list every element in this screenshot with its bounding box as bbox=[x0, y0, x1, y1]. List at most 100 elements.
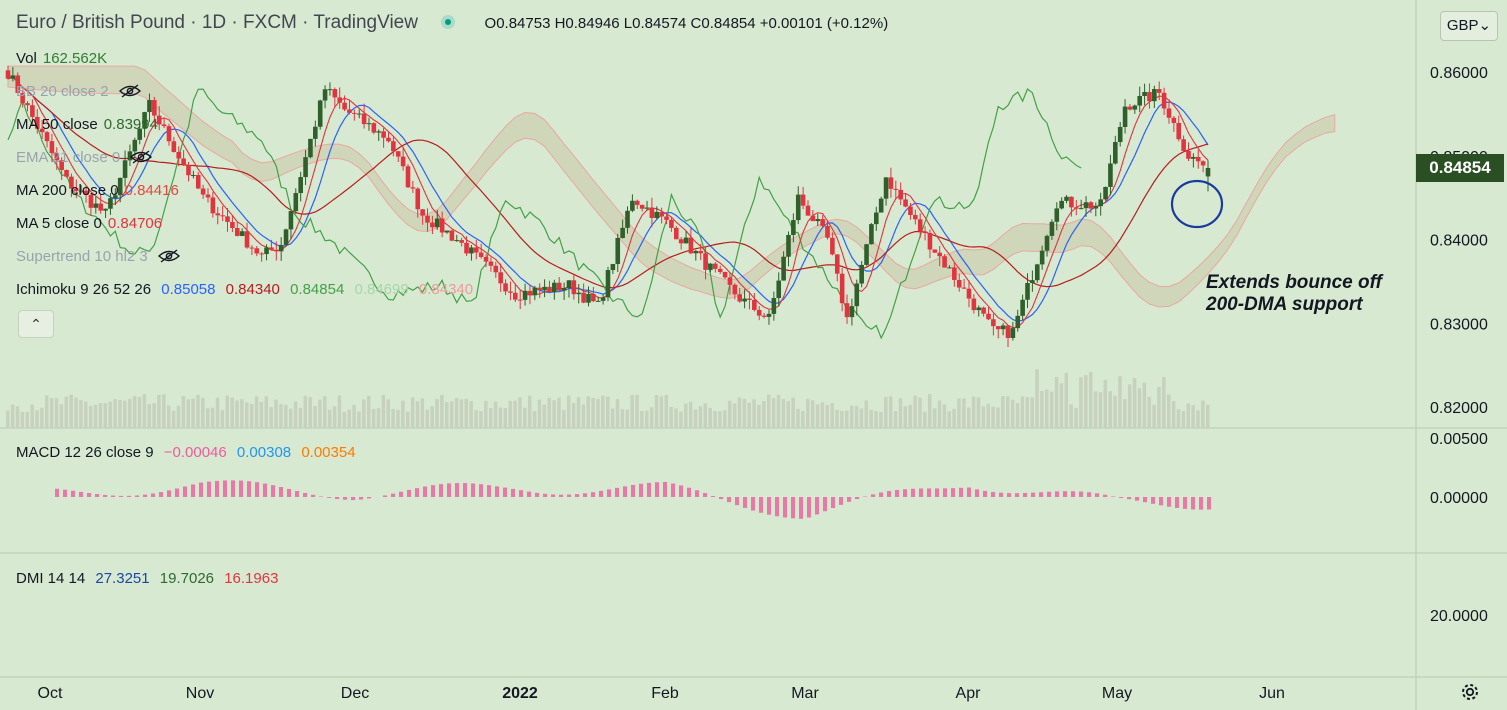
candle-body bbox=[493, 265, 499, 273]
eye-hidden-icon[interactable] bbox=[118, 84, 141, 98]
volume-bar bbox=[220, 410, 225, 428]
macd-histogram-bar bbox=[79, 491, 83, 497]
candle-body bbox=[664, 216, 669, 220]
volume-bar bbox=[869, 409, 873, 428]
volume-bar bbox=[118, 400, 122, 428]
volume-bar bbox=[654, 395, 659, 428]
chart-header: Euro / British Pound · 1D · FXCM · Tradi… bbox=[16, 12, 888, 34]
candle-body bbox=[69, 176, 74, 189]
legend-ichimoku-v4: 0.84699 bbox=[354, 281, 409, 298]
volume-bar bbox=[1166, 394, 1171, 428]
macd-histogram-bar bbox=[199, 482, 203, 497]
volume-bar bbox=[64, 396, 69, 428]
candle-body bbox=[1073, 207, 1079, 209]
candle-body bbox=[20, 92, 25, 104]
candle-body bbox=[883, 177, 889, 199]
macd-histogram-bar bbox=[319, 496, 323, 497]
market-status-icon[interactable] bbox=[441, 15, 456, 29]
candle-body bbox=[732, 284, 738, 295]
legend-vol[interactable]: Vol 162.562K bbox=[16, 50, 107, 67]
candle-body bbox=[395, 151, 401, 157]
candle-body bbox=[1010, 328, 1016, 338]
legend-macd[interactable]: MACD 12 26 close 9 −0.00046 0.00308 0.00… bbox=[16, 444, 356, 461]
volume-bar bbox=[737, 397, 742, 428]
candle-body bbox=[317, 100, 323, 127]
currency-button[interactable]: GBP⌄ bbox=[1440, 11, 1498, 41]
macd-histogram-bar bbox=[983, 490, 987, 497]
candle-body bbox=[844, 303, 850, 318]
volume-bar bbox=[279, 404, 283, 428]
candle-body bbox=[400, 156, 406, 167]
candle-body bbox=[839, 273, 845, 304]
candle-body bbox=[678, 239, 684, 244]
volume-bar bbox=[132, 396, 137, 428]
legend-ma5[interactable]: MA 5 close 0 0.84706 bbox=[16, 215, 162, 232]
volume-bar bbox=[937, 400, 942, 428]
macd-histogram-bar bbox=[655, 482, 659, 497]
volume-bar bbox=[391, 408, 395, 428]
candle-body bbox=[161, 124, 167, 127]
eye-hidden-icon[interactable] bbox=[130, 150, 153, 164]
candle-body bbox=[293, 193, 299, 212]
legend-dmi[interactable]: DMI 14 14 27.3251 19.7026 16.1963 bbox=[16, 570, 278, 587]
volume-bar bbox=[176, 405, 181, 428]
macd-histogram-bar bbox=[911, 488, 915, 497]
volume-bar bbox=[1088, 372, 1093, 428]
volume-bar bbox=[669, 407, 673, 428]
candle-body bbox=[659, 211, 664, 217]
candle-body bbox=[1152, 89, 1157, 102]
candle-body bbox=[913, 214, 918, 220]
candle-body bbox=[1205, 167, 1211, 177]
macd-histogram-bar bbox=[775, 497, 779, 517]
candle-body bbox=[576, 292, 582, 295]
macd-histogram-bar bbox=[63, 489, 67, 497]
candle-body bbox=[234, 227, 240, 236]
candle-body bbox=[1044, 235, 1050, 251]
volume-bar bbox=[503, 407, 508, 428]
candle-body bbox=[1025, 283, 1030, 300]
macd-histogram-bar bbox=[879, 492, 883, 497]
candle-body bbox=[83, 190, 89, 195]
candle-body bbox=[220, 215, 225, 217]
legend-supertrend[interactable]: Supertrend 10 hl2 3 bbox=[16, 248, 180, 265]
candle-body bbox=[561, 288, 567, 291]
collapse-legend-button[interactable]: ⌃ bbox=[18, 310, 54, 338]
volume-bar bbox=[1103, 379, 1108, 428]
candle-body bbox=[366, 123, 372, 125]
annotation-line-2: 200-DMA support bbox=[1206, 294, 1363, 315]
symbol-title[interactable]: Euro / British Pound · 1D · FXCM · Tradi… bbox=[16, 12, 418, 33]
volume-bar bbox=[98, 403, 103, 428]
settings-gear-icon[interactable] bbox=[1458, 680, 1482, 704]
candle-body bbox=[1108, 163, 1113, 187]
volume-bar bbox=[630, 394, 634, 428]
candle-body bbox=[1147, 91, 1152, 102]
volume-bar bbox=[962, 398, 966, 428]
x-tick-label: 2022 bbox=[502, 685, 538, 702]
candle-body bbox=[15, 75, 21, 93]
volume-bar bbox=[264, 396, 269, 428]
legend-ichimoku-v2: 0.84340 bbox=[225, 281, 280, 298]
candle-body bbox=[1005, 325, 1011, 338]
macd-histogram-bar bbox=[55, 488, 59, 497]
volume-bar bbox=[142, 394, 147, 428]
volume-bar bbox=[357, 411, 361, 428]
legend-ma50[interactable]: MA 50 close 0.83994 bbox=[16, 116, 158, 133]
volume-bar bbox=[454, 398, 459, 428]
macd-histogram-bar bbox=[351, 497, 355, 501]
macd-histogram-bar bbox=[479, 484, 483, 497]
legend-ma200[interactable]: MA 200 close 0 0.84416 bbox=[16, 182, 179, 199]
macd-histogram-bar bbox=[599, 490, 603, 497]
candle-body bbox=[1098, 199, 1103, 207]
legend-ema21[interactable]: EMA 21 close 0 bbox=[16, 149, 153, 166]
candle-body bbox=[873, 212, 879, 225]
volume-bar bbox=[225, 395, 230, 428]
legend-ichimoku[interactable]: Ichimoku 9 26 52 26 0.85058 0.84340 0.84… bbox=[16, 281, 473, 298]
macd-histogram-bar bbox=[215, 480, 219, 497]
legend-bb[interactable]: BB 20 close 2 bbox=[16, 83, 141, 100]
candle-body bbox=[898, 189, 903, 200]
candle-body bbox=[742, 298, 747, 302]
volume-bar bbox=[362, 399, 366, 428]
candle-body bbox=[498, 272, 503, 284]
eye-hidden-icon[interactable] bbox=[157, 249, 180, 263]
candle-body bbox=[1083, 202, 1089, 209]
